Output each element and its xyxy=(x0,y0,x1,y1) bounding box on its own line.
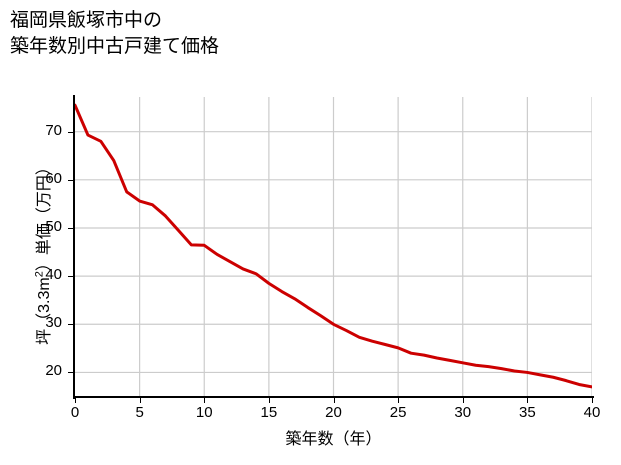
x-tick-mark xyxy=(204,398,206,403)
page-title: 福岡県飯塚市中の 築年数別中古戸建て価格 xyxy=(10,10,220,57)
plot-area xyxy=(75,97,592,397)
y-tick-label: 60 xyxy=(45,169,62,187)
price-line-series xyxy=(75,103,592,389)
x-tick-mark xyxy=(333,398,335,403)
x-tick-label: 15 xyxy=(260,404,278,421)
y-axis-title: 坪（3.3m2）単価（万円） xyxy=(33,159,53,345)
x-tick-label: 5 xyxy=(135,404,144,421)
x-tick-mark xyxy=(139,398,141,403)
y-tick-label: 50 xyxy=(45,217,62,235)
x-tick-label: 35 xyxy=(519,404,536,421)
x-tick-label: 0 xyxy=(70,404,80,421)
y-tick-mark xyxy=(68,324,73,326)
grid-lines xyxy=(75,97,592,397)
x-tick-mark xyxy=(268,398,270,403)
y-tick-mark xyxy=(68,372,73,374)
x-tick-mark xyxy=(527,398,529,403)
y-axis-spine xyxy=(73,95,75,399)
y-tick-mark xyxy=(68,276,73,278)
y-tick-mark xyxy=(68,131,73,133)
y-tick-label: 20 xyxy=(45,362,62,380)
y-tick-label: 30 xyxy=(45,314,62,332)
x-tick-mark xyxy=(592,398,593,403)
x-tick-mark xyxy=(398,398,400,403)
x-tick-label: 30 xyxy=(454,404,472,421)
x-tick-label: 25 xyxy=(389,404,407,421)
x-tick-mark xyxy=(75,398,76,403)
x-axis-spine xyxy=(73,396,594,398)
x-tick-label: 10 xyxy=(195,404,213,421)
x-tick-label: 20 xyxy=(325,404,342,421)
x-tick-label: 40 xyxy=(583,404,601,421)
plot-svg xyxy=(75,97,592,397)
x-axis-title: 築年数（年） xyxy=(285,431,382,448)
x-tick-mark xyxy=(462,398,464,403)
y-axis-unit-superscript: 2 xyxy=(33,271,46,278)
y-tick-mark xyxy=(68,179,73,181)
y-tick-label: 70 xyxy=(45,121,62,139)
y-tick-mark xyxy=(68,227,73,229)
y-tick-label: 40 xyxy=(45,266,62,284)
